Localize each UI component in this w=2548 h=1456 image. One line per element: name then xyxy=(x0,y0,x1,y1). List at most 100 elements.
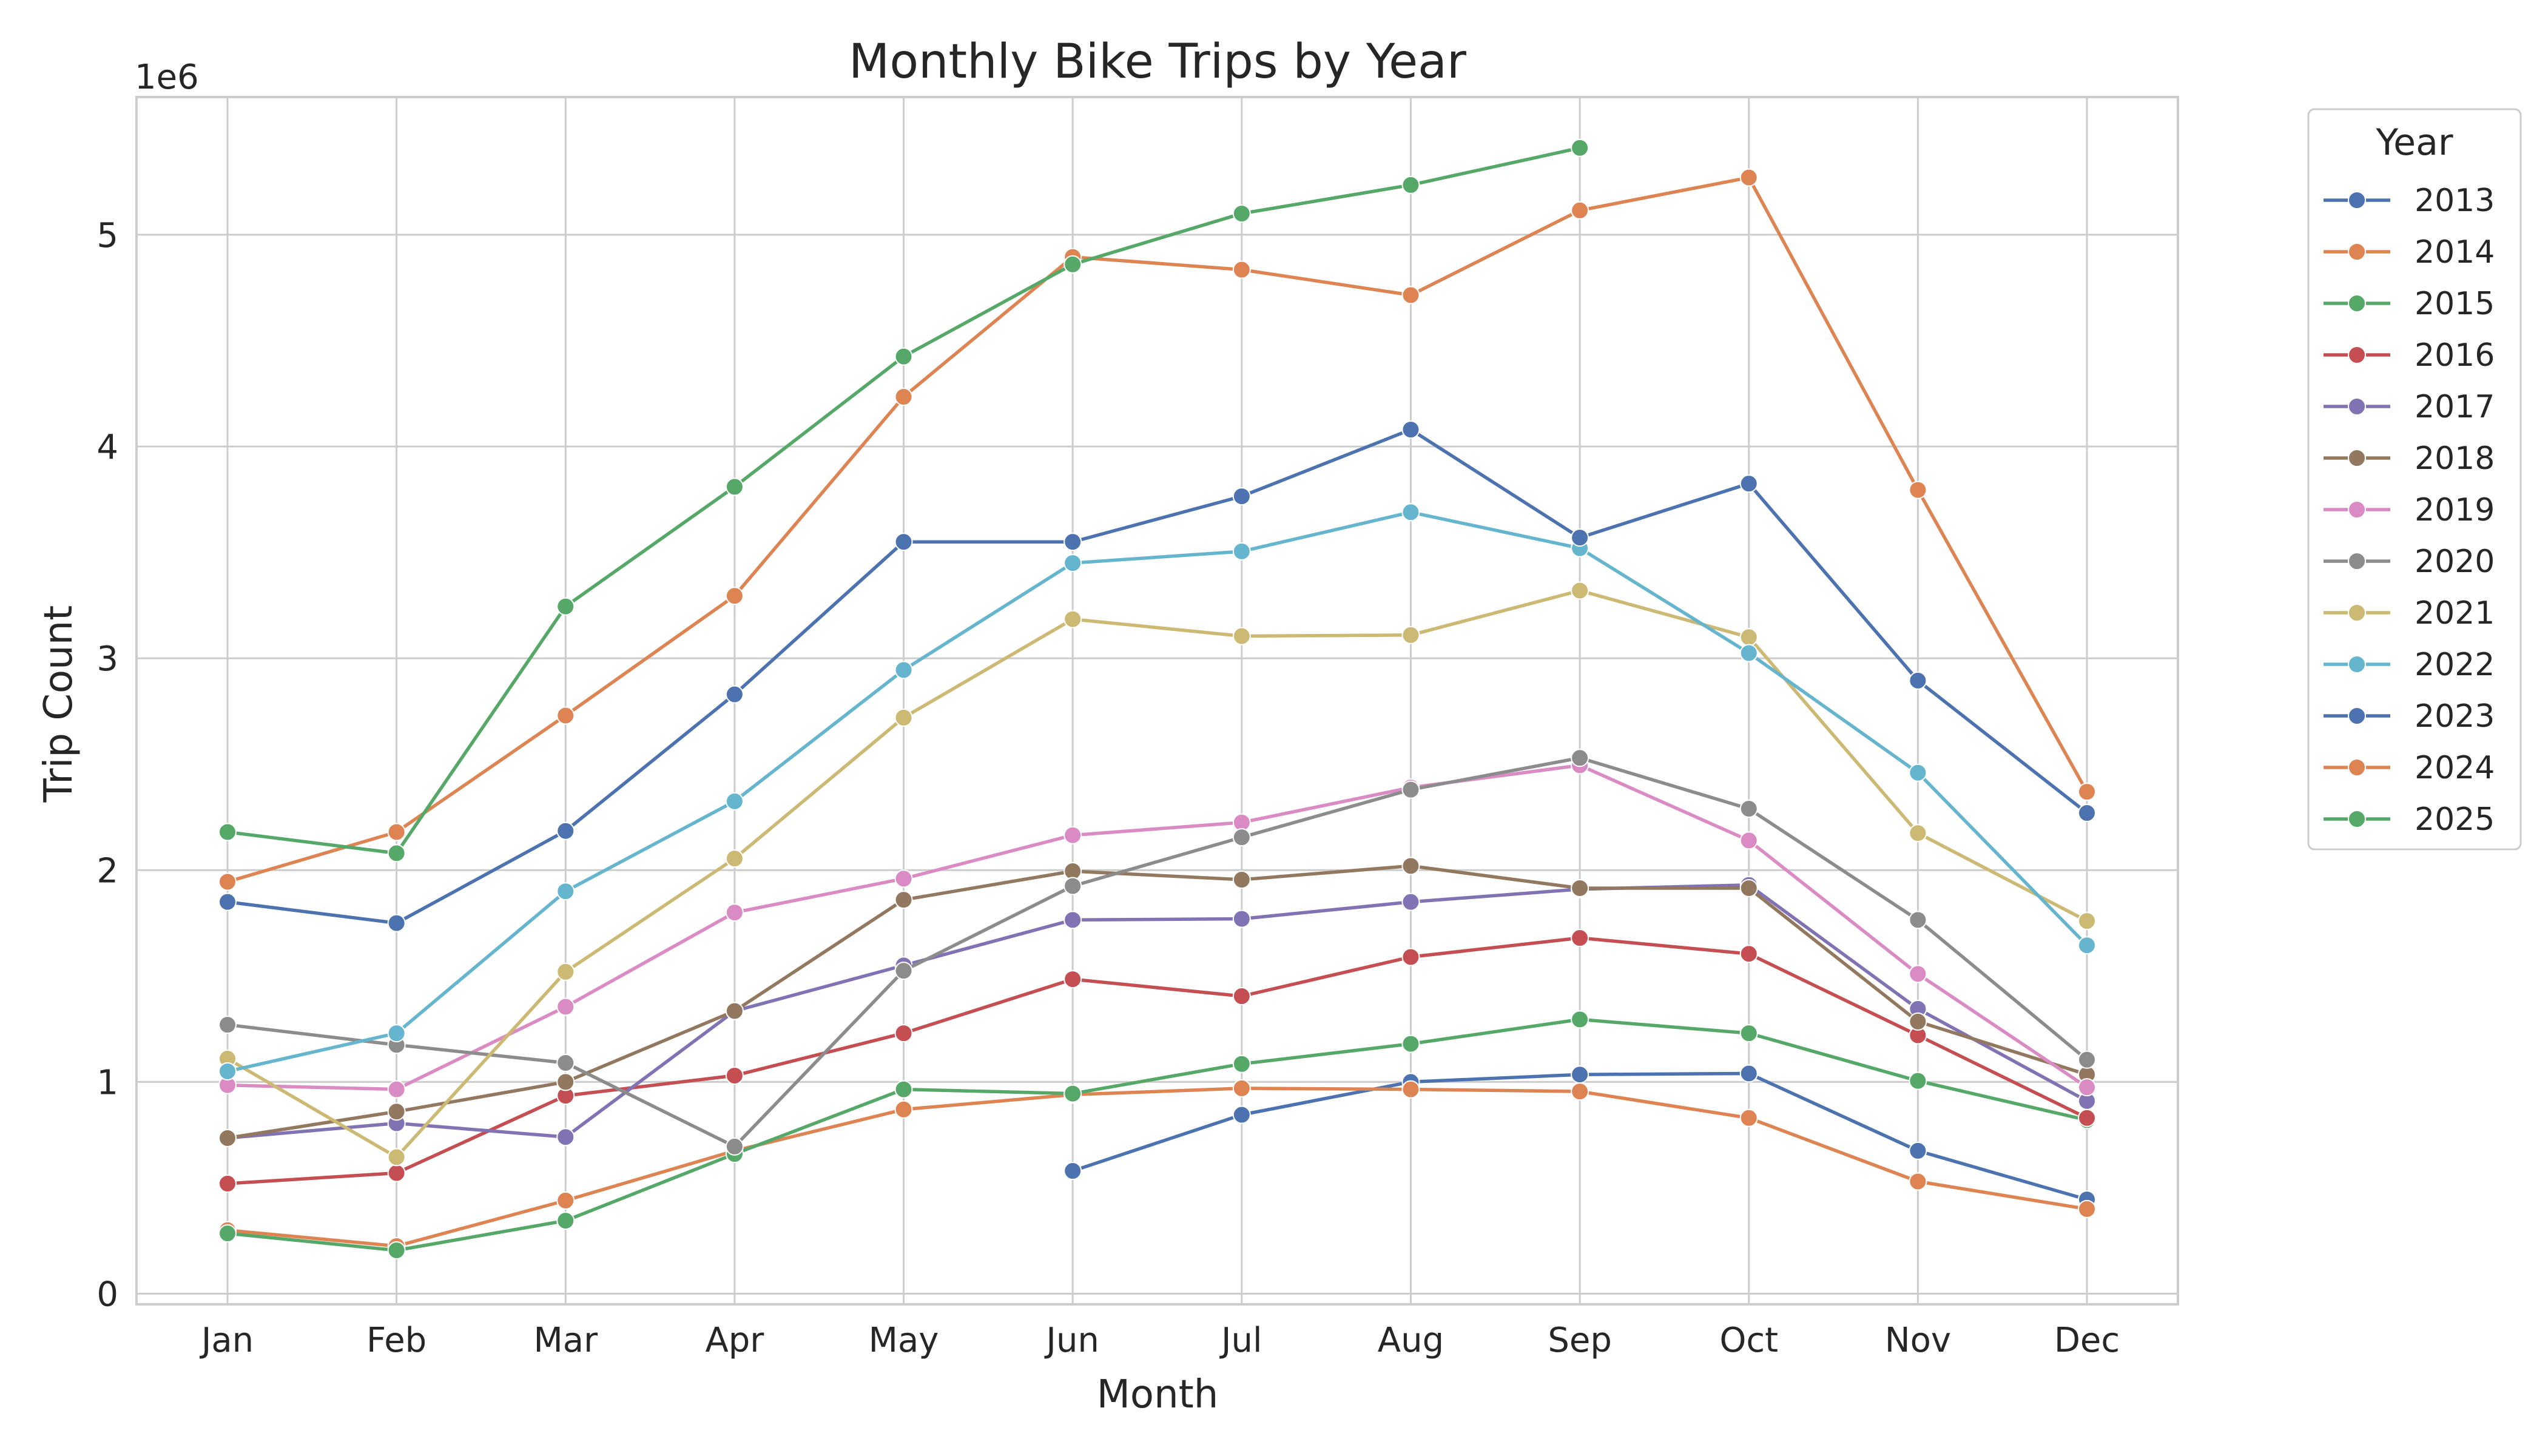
data-point-2024 xyxy=(1401,286,1420,305)
data-point-2016 xyxy=(1739,945,1758,963)
x-tick-label: Jun xyxy=(1044,1321,1099,1360)
data-point-2025 xyxy=(894,347,913,366)
data-point-2020 xyxy=(218,1016,237,1034)
legend-item-2015: 2015 xyxy=(2324,286,2495,322)
legend-label: 2024 xyxy=(2415,750,2495,786)
data-point-2021 xyxy=(1739,628,1758,647)
series-layer xyxy=(218,138,2096,1259)
data-point-2023 xyxy=(1909,671,1927,690)
data-point-2023 xyxy=(1063,533,1082,551)
data-point-2020 xyxy=(894,962,913,980)
data-point-2021 xyxy=(725,849,744,868)
data-point-2017 xyxy=(1063,911,1082,929)
series-2025 xyxy=(218,138,1589,863)
y-axis-offset-label: 1e6 xyxy=(135,58,199,97)
legend-marker xyxy=(2348,243,2366,261)
data-point-2014 xyxy=(1232,1079,1251,1097)
data-point-2022 xyxy=(556,882,575,901)
data-point-2023 xyxy=(1232,487,1251,506)
data-point-2013 xyxy=(1909,1141,1927,1160)
legend-label: 2020 xyxy=(2415,544,2495,580)
data-point-2025 xyxy=(1232,204,1251,223)
data-point-2013 xyxy=(1739,1064,1758,1083)
data-point-2016 xyxy=(1063,970,1082,989)
data-point-2024 xyxy=(1909,480,1927,499)
series-line-2015 xyxy=(227,1017,2088,1252)
data-point-2025 xyxy=(556,597,575,616)
data-point-2016 xyxy=(1401,948,1420,966)
legend-item-2018: 2018 xyxy=(2324,440,2495,477)
legend-items: 2013 2014 2015 2016 2017 2018 2019 2020 2021 2022… xyxy=(2324,183,2495,838)
data-point-2021 xyxy=(894,708,913,727)
data-point-2018 xyxy=(1232,871,1251,889)
legend-label: 2015 xyxy=(2415,286,2495,322)
data-point-2023 xyxy=(1401,420,1420,439)
y-tick-labels: 0 1 2 3 4 5 xyxy=(96,216,118,1315)
data-point-2015 xyxy=(387,1241,406,1259)
series-2015 xyxy=(218,1010,2096,1259)
data-point-2023 xyxy=(387,914,406,932)
data-point-2021 xyxy=(1909,824,1927,843)
legend-marker xyxy=(2348,810,2366,828)
legend-item-2016: 2016 xyxy=(2324,337,2495,374)
legend-label: 2022 xyxy=(2415,647,2495,683)
legend-item-2017: 2017 xyxy=(2324,389,2495,425)
x-tick-label: Oct xyxy=(1719,1321,1778,1360)
data-point-2014 xyxy=(894,1100,913,1119)
legend-label: 2021 xyxy=(2415,595,2495,632)
series-line-2024 xyxy=(227,175,2089,884)
data-point-2025 xyxy=(1063,255,1082,274)
legend-item-2025: 2025 xyxy=(2324,801,2495,838)
data-point-2020 xyxy=(1232,828,1251,847)
data-point-2023 xyxy=(2078,804,2096,823)
x-tick-label: Apr xyxy=(705,1321,764,1360)
data-point-2018 xyxy=(1401,857,1420,875)
legend-marker xyxy=(2348,191,2366,209)
data-point-2018 xyxy=(556,1073,575,1091)
data-point-2020 xyxy=(725,1137,744,1156)
legend-label: 2019 xyxy=(2415,492,2495,528)
legend-marker xyxy=(2348,346,2366,364)
data-point-2016 xyxy=(1232,987,1251,1006)
series-2016 xyxy=(218,929,2096,1193)
data-point-2019 xyxy=(725,903,744,922)
data-point-2016 xyxy=(387,1164,406,1182)
data-point-2014 xyxy=(1401,1080,1420,1099)
data-point-2022 xyxy=(1739,644,1758,662)
data-point-2018 xyxy=(1739,878,1758,897)
data-point-2023 xyxy=(894,533,913,551)
data-point-2014 xyxy=(1739,1108,1758,1127)
legend: Year 2013 2014 2015 2016 2017 2018 2019 2020 202… xyxy=(2307,108,2522,851)
data-point-2024 xyxy=(894,388,913,406)
data-point-2018 xyxy=(1909,1012,1927,1031)
data-point-2020 xyxy=(1909,911,1927,929)
data-point-2017 xyxy=(1232,909,1251,928)
series-2023 xyxy=(218,420,2096,932)
data-point-2016 xyxy=(894,1024,913,1043)
data-point-2015 xyxy=(1909,1071,1927,1090)
data-point-2019 xyxy=(387,1080,406,1099)
legend-marker xyxy=(2348,397,2366,416)
legend-marker xyxy=(2348,294,2366,312)
legend-label: 2016 xyxy=(2415,337,2495,374)
data-point-2021 xyxy=(1232,627,1251,645)
data-point-2025 xyxy=(725,477,744,496)
series-line-2020 xyxy=(227,756,2088,1148)
legend-marker xyxy=(2348,604,2366,622)
data-point-2021 xyxy=(1063,610,1082,629)
data-point-2018 xyxy=(894,891,913,909)
series-2020 xyxy=(218,749,2096,1156)
plot-frame xyxy=(135,96,2179,1306)
data-point-2019 xyxy=(1063,826,1082,844)
legend-item-2019: 2019 xyxy=(2324,492,2495,528)
data-point-2021 xyxy=(556,962,575,981)
data-point-2018 xyxy=(387,1102,406,1121)
data-point-2022 xyxy=(1909,763,1927,782)
legend-label: 2013 xyxy=(2415,183,2495,219)
data-point-2019 xyxy=(2078,1078,2096,1097)
data-point-2022 xyxy=(2078,936,2096,955)
x-tick-label: Dec xyxy=(2054,1321,2120,1360)
legend-marker xyxy=(2348,707,2366,725)
series-line-2021 xyxy=(226,588,2088,1159)
